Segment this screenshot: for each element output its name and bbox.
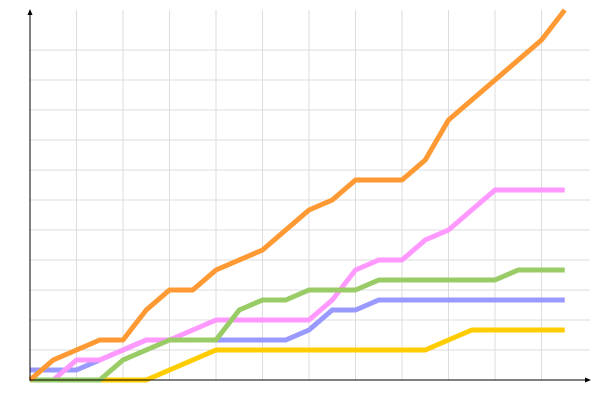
y-axis-arrow-icon [27, 9, 33, 15]
series-line-4 [30, 267, 565, 383]
grid [30, 10, 590, 380]
axes [27, 9, 591, 383]
series-line-2 [30, 297, 565, 373]
x-axis-arrow-icon [585, 377, 591, 383]
series-lines [28, 8, 567, 383]
series-line-3 [30, 187, 565, 383]
series-line-5 [28, 8, 567, 382]
